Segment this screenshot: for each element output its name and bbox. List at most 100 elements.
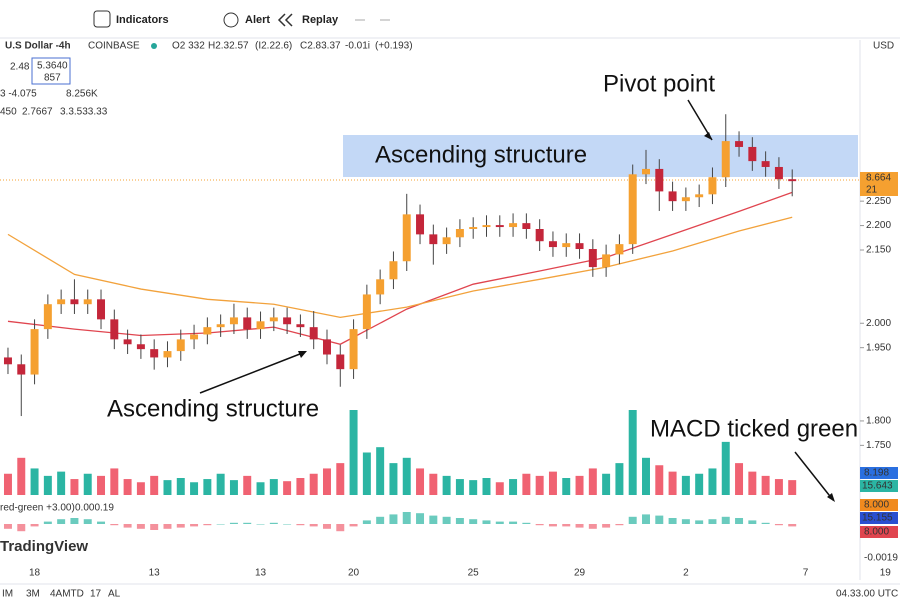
annotation: MACD ticked green bbox=[650, 415, 858, 442]
alert-icon[interactable] bbox=[223, 12, 239, 28]
x-tick-label: 13 bbox=[149, 568, 161, 579]
macd-bar bbox=[655, 515, 664, 524]
macd-value: 0.000.19 bbox=[75, 503, 114, 514]
ohlc-close: C2.83.37 bbox=[300, 41, 341, 52]
candle-body bbox=[655, 168, 664, 192]
volume-bar bbox=[97, 475, 106, 495]
candle-body bbox=[575, 243, 584, 250]
volume-bar bbox=[615, 463, 624, 495]
volume-bar bbox=[416, 468, 425, 495]
macd-bar bbox=[190, 524, 199, 527]
volume-bar bbox=[203, 479, 212, 495]
candle-body bbox=[615, 244, 624, 255]
volume-bar bbox=[110, 468, 119, 495]
macd-bar bbox=[97, 521, 106, 524]
price-tag-text: 15.643 bbox=[862, 481, 893, 492]
range-button[interactable]: 3M bbox=[26, 589, 40, 600]
volume-bar bbox=[283, 481, 292, 495]
macd-bar bbox=[402, 512, 411, 524]
candle-body bbox=[97, 299, 106, 320]
range-button[interactable]: AL bbox=[108, 589, 121, 600]
candle-body bbox=[642, 168, 650, 175]
candle-body bbox=[322, 339, 331, 355]
alert-button[interactable]: Alert bbox=[245, 14, 270, 26]
price-tag-text: 8.000 bbox=[864, 500, 889, 511]
candle-body bbox=[176, 339, 185, 352]
candle-body bbox=[163, 351, 172, 358]
status-dot bbox=[151, 43, 157, 49]
price-tag bbox=[860, 184, 898, 196]
candle-body bbox=[190, 334, 199, 340]
volume-bar bbox=[163, 480, 172, 495]
range-button[interactable]: IM bbox=[2, 589, 13, 600]
legend-value: 3 -4.075 bbox=[0, 89, 37, 100]
macd-bar bbox=[469, 519, 478, 524]
volume-bar bbox=[535, 475, 544, 495]
volume-bar bbox=[256, 482, 265, 495]
volume-bar bbox=[70, 479, 79, 495]
macd-bar bbox=[376, 516, 385, 524]
volume-bar bbox=[788, 480, 797, 495]
candle-body bbox=[43, 304, 52, 330]
candle-body bbox=[469, 227, 478, 229]
annotation: Pivot point bbox=[603, 70, 715, 97]
macd-bar bbox=[136, 524, 145, 529]
macd-bar bbox=[774, 524, 783, 526]
volume-bar bbox=[309, 473, 318, 495]
volume-bar bbox=[761, 475, 770, 495]
macd-bar bbox=[269, 522, 278, 524]
candle-body bbox=[562, 243, 571, 248]
volume-bar bbox=[774, 479, 783, 495]
candle-body bbox=[628, 174, 637, 245]
replay-icon[interactable] bbox=[277, 13, 293, 27]
price-tag bbox=[860, 499, 898, 511]
y-tick-label: 1.750 bbox=[866, 440, 891, 451]
volume-bar bbox=[695, 473, 704, 495]
volume-bar bbox=[176, 478, 185, 495]
candle-body bbox=[695, 194, 704, 198]
macd-bar bbox=[628, 516, 637, 524]
replay-button[interactable]: Replay bbox=[302, 14, 339, 26]
macd-bar bbox=[296, 524, 305, 526]
candle-body bbox=[429, 234, 438, 245]
watermark: TradingView bbox=[0, 538, 88, 555]
annotation: Ascending structure bbox=[375, 141, 587, 168]
price-tag bbox=[860, 512, 898, 524]
candle-body bbox=[30, 329, 39, 375]
price-tag bbox=[860, 480, 898, 492]
volume-bar bbox=[150, 475, 159, 495]
volume-bar bbox=[482, 478, 491, 495]
macd-bar bbox=[17, 524, 26, 532]
volume-bar bbox=[575, 475, 584, 495]
volume-bar bbox=[455, 479, 464, 495]
x-tick-label: 29 bbox=[574, 568, 586, 579]
indicators-icon[interactable] bbox=[93, 10, 111, 28]
candle-body bbox=[150, 349, 159, 358]
legend-value: 450 bbox=[0, 107, 17, 118]
macd-bar bbox=[761, 522, 770, 524]
volume-bar bbox=[17, 457, 26, 495]
x-tick-label: 13 bbox=[255, 568, 267, 579]
volume-bar bbox=[349, 410, 358, 495]
range-button[interactable]: 4AMTD bbox=[50, 589, 84, 600]
candle-body bbox=[681, 197, 690, 202]
indicators-button[interactable]: Indicators bbox=[116, 14, 169, 26]
macd-bar bbox=[256, 524, 265, 525]
candle-body bbox=[748, 146, 757, 162]
candle-body bbox=[588, 249, 597, 268]
volume-bar bbox=[681, 475, 690, 495]
candle-body bbox=[229, 317, 238, 325]
volume-bar bbox=[269, 479, 278, 495]
macd-bar bbox=[602, 524, 611, 528]
range-button[interactable]: 17 bbox=[90, 589, 102, 600]
candle-body bbox=[203, 327, 212, 335]
volume-bar bbox=[442, 475, 451, 495]
macd-bar bbox=[668, 518, 677, 524]
volume-bar bbox=[57, 471, 66, 495]
candle-body bbox=[442, 237, 451, 245]
candle-body bbox=[309, 327, 318, 340]
macd-bar bbox=[216, 524, 225, 525]
toolbar bbox=[0, 0, 900, 38]
volume-bar bbox=[243, 475, 252, 495]
moving-average bbox=[7, 216, 793, 319]
